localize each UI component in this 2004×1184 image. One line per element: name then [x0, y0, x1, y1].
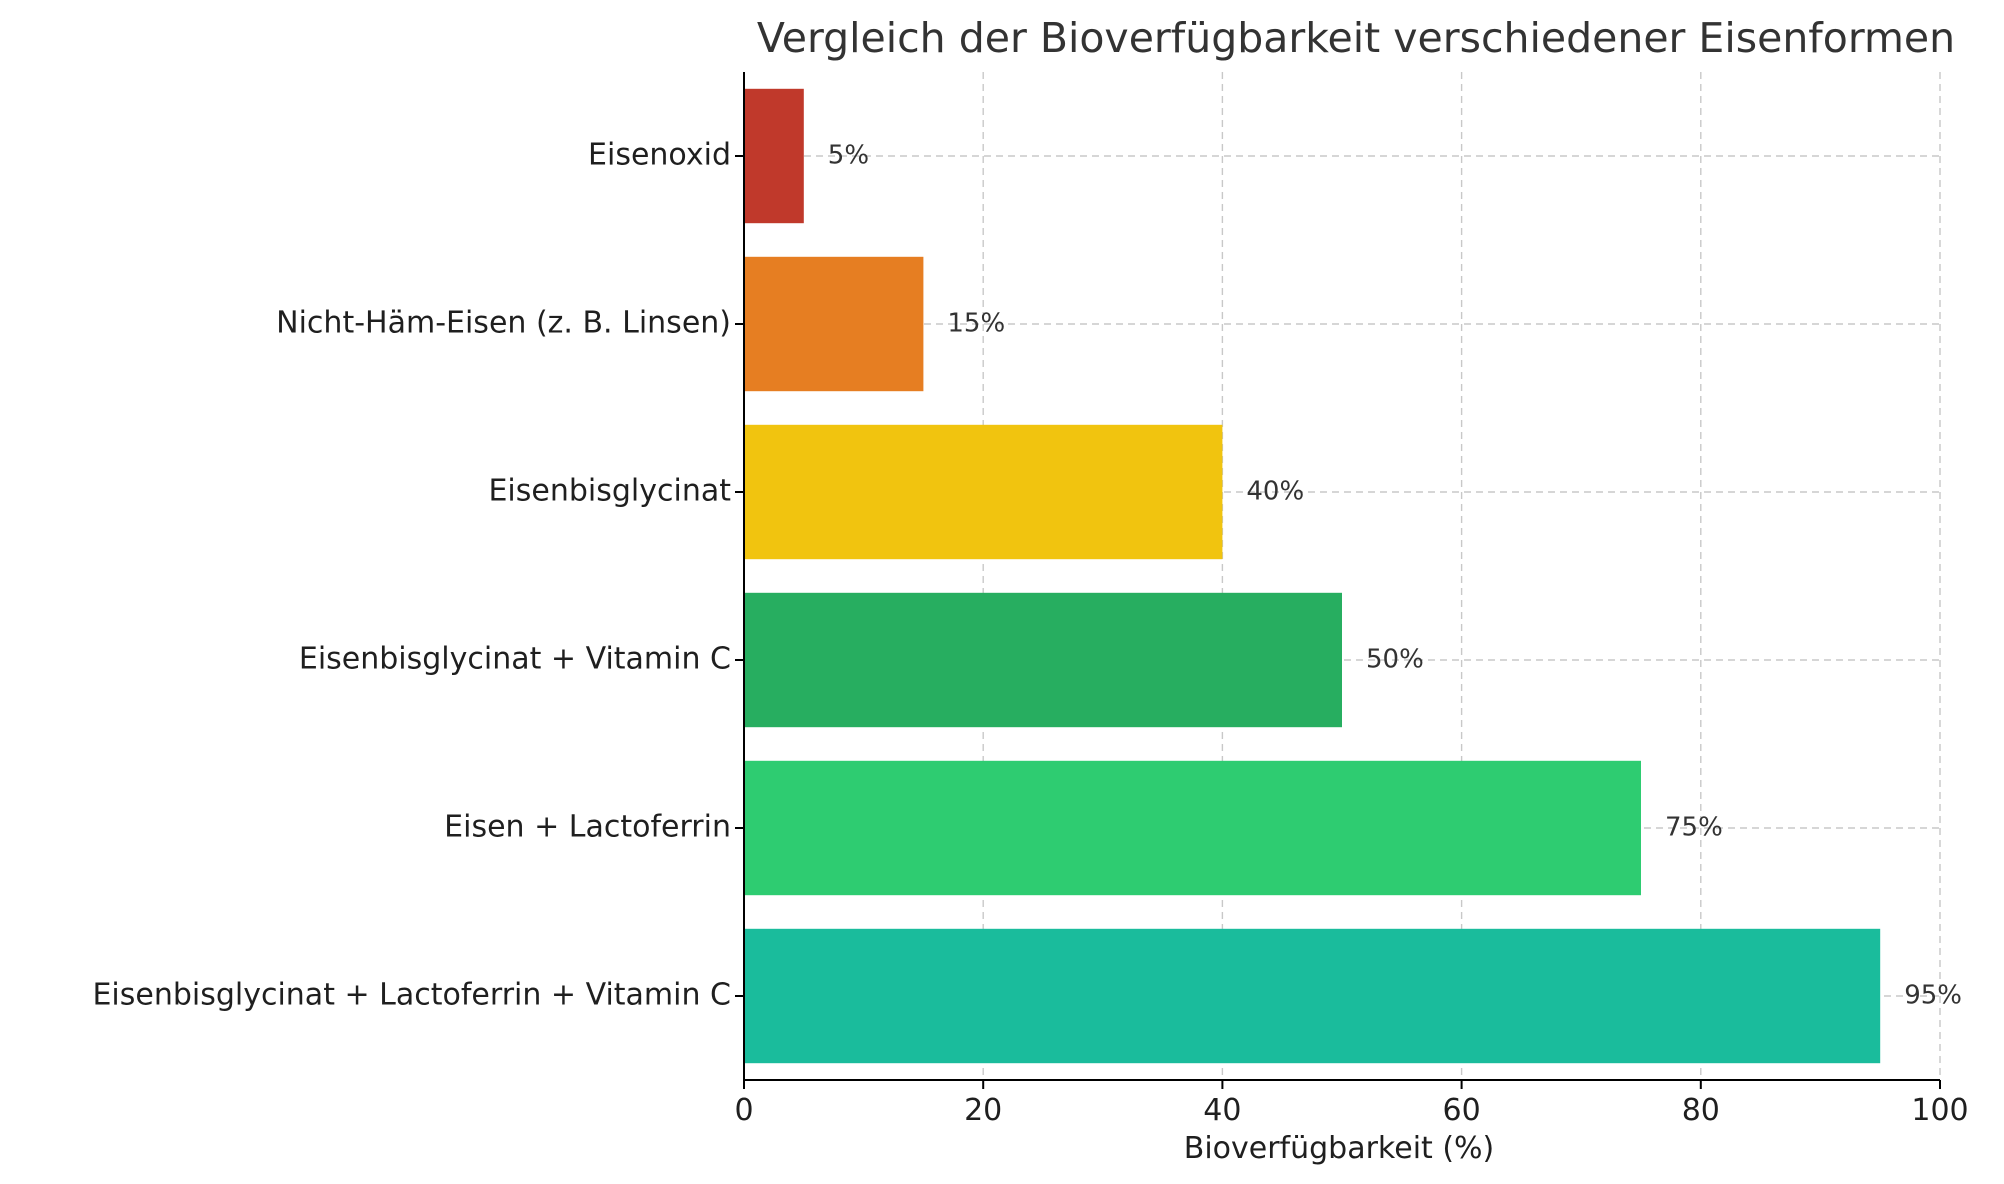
- bar: [744, 760, 1641, 896]
- y-tick-label: Eisenbisglycinat + Lactoferrin + Vitamin…: [92, 978, 731, 1013]
- bar-value-label: 5%: [828, 141, 869, 171]
- chart-title: Vergleich der Bioverfügbarkeit verschied…: [757, 14, 1955, 62]
- x-tick-label: 40: [1203, 1093, 1241, 1128]
- y-tick-label: Nicht-Häm-Eisen (z. B. Linsen): [276, 306, 731, 341]
- bar-value-label: 15%: [947, 309, 1005, 339]
- bar-value-label: 95%: [1904, 981, 1962, 1011]
- bar-value-label: 50%: [1366, 645, 1424, 675]
- y-tick-label: Eisenoxid: [588, 138, 731, 173]
- y-tick-label: Eisenbisglycinat: [488, 474, 731, 509]
- bar-value-label: 75%: [1665, 813, 1723, 843]
- bar: [744, 928, 1881, 1064]
- x-tick-label: 20: [964, 1093, 1002, 1128]
- bars-layer: [744, 88, 1881, 1064]
- bar: [744, 88, 804, 224]
- x-tick-label: 60: [1443, 1093, 1481, 1128]
- y-tick-label: Eisen + Lactoferrin: [444, 810, 731, 845]
- x-axis-label: Bioverfügbarkeit (%): [1184, 1131, 1495, 1166]
- x-tick-label: 80: [1682, 1093, 1720, 1128]
- bar-value-label: 40%: [1246, 477, 1304, 507]
- axes-layer: [735, 72, 1941, 1089]
- x-tick-label: 0: [734, 1093, 753, 1128]
- x-tick-label: 100: [1911, 1093, 1968, 1128]
- bar: [744, 256, 924, 392]
- y-tick-label: Eisenbisglycinat + Vitamin C: [299, 642, 731, 677]
- bar: [744, 424, 1223, 560]
- labels-layer: 5% Eisenoxid 15% Nicht-Häm-Eisen (z. B. Lin…: [92, 138, 1968, 1129]
- bar: [744, 592, 1342, 728]
